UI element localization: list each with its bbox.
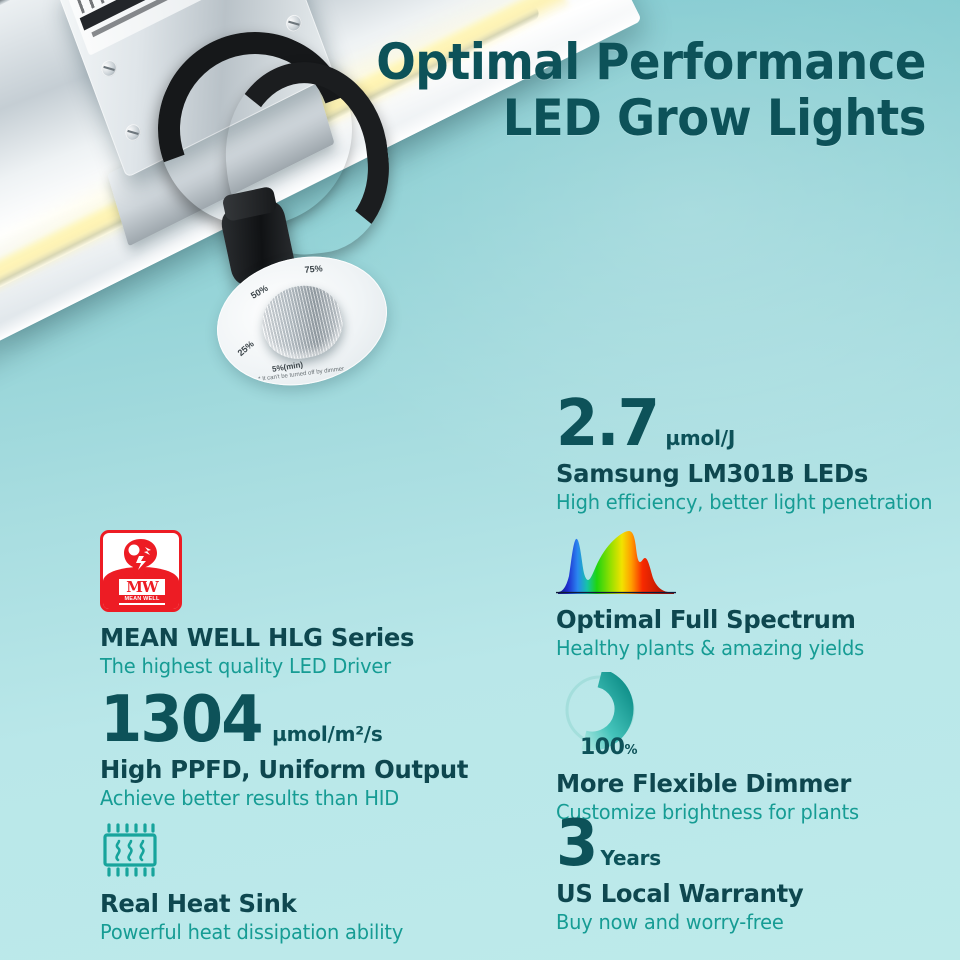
feature-title: MEAN WELL HLG Series [100, 623, 415, 652]
stat-ppfd: 1304 µmol/m²/s [100, 688, 480, 752]
mean-well-logo-icon: POWERED BY MW MEAN WELL [100, 530, 182, 612]
stat-unit: Years [600, 846, 662, 870]
feature-dimmer: 100% More Flexible Dimmer Customize brig… [556, 668, 868, 824]
mw-name: MEAN WELL [119, 595, 165, 603]
feature-title: US Local Warranty [556, 879, 804, 908]
feature-subtitle: High efficiency, better light penetratio… [556, 489, 933, 514]
feature-spectrum: Optimal Full Spectrum Healthy plants & a… [556, 528, 874, 660]
feature-driver: POWERED BY MW MEAN WELL MEAN WELL HLG Se… [100, 530, 424, 678]
feature-subtitle: Buy now and worry-free [556, 909, 784, 934]
feature-heatsink: Real Heat Sink Powerful heat dissipation… [100, 822, 413, 944]
mw-initials: MW [126, 578, 158, 596]
feature-title: Real Heat Sink [100, 889, 297, 918]
stat-value: 1304 [100, 683, 264, 757]
dimmer-ring-value: 100% [580, 735, 637, 760]
mean-well-globe-icon [124, 539, 157, 576]
feature-subtitle: Powerful heat dissipation ability [100, 919, 404, 944]
feature-subtitle: The highest quality LED Driver [100, 653, 391, 678]
dimmer-ring-icon: 100% [556, 668, 652, 760]
stat-warranty: 3 Years [556, 812, 811, 876]
mean-well-wordmark: MW MEAN WELL [118, 578, 166, 606]
feature-ppfd: 1304 µmol/m²/s High PPFD, Uniform Output … [100, 688, 480, 810]
stat-value: 2.7 [556, 387, 660, 461]
headline-line-1: Optimal Performance [376, 33, 926, 91]
heat-sink-icon [103, 823, 157, 877]
feature-title: Samsung LM301B LEDs [556, 459, 869, 488]
feature-subtitle: Achieve better results than HID [100, 785, 399, 810]
stat-unit: µmol/J [665, 426, 736, 450]
feature-title: High PPFD, Uniform Output [100, 755, 469, 784]
feature-subtitle: Customize brightness for plants [556, 799, 859, 824]
spectrum-curve-icon [556, 531, 676, 594]
page-title: Optimal Performance LED Grow Lights [368, 34, 926, 146]
stat-unit: µmol/m²/s [272, 722, 383, 746]
stat-value: 3 [556, 807, 598, 881]
headline-line-2: LED Grow Lights [502, 89, 927, 147]
feature-warranty: 3 Years US Local Warranty Buy now and wor… [556, 812, 811, 934]
feature-efficacy: 2.7 µmol/J Samsung LM301B LEDs High effic… [556, 392, 944, 514]
dimmer-ring-gauge [565, 668, 635, 751]
feature-title: More Flexible Dimmer [556, 769, 852, 798]
feature-subtitle: Healthy plants & amazing yields [556, 635, 865, 660]
feature-title: Optimal Full Spectrum [556, 605, 856, 634]
stat-efficacy: 2.7 µmol/J [556, 392, 944, 456]
